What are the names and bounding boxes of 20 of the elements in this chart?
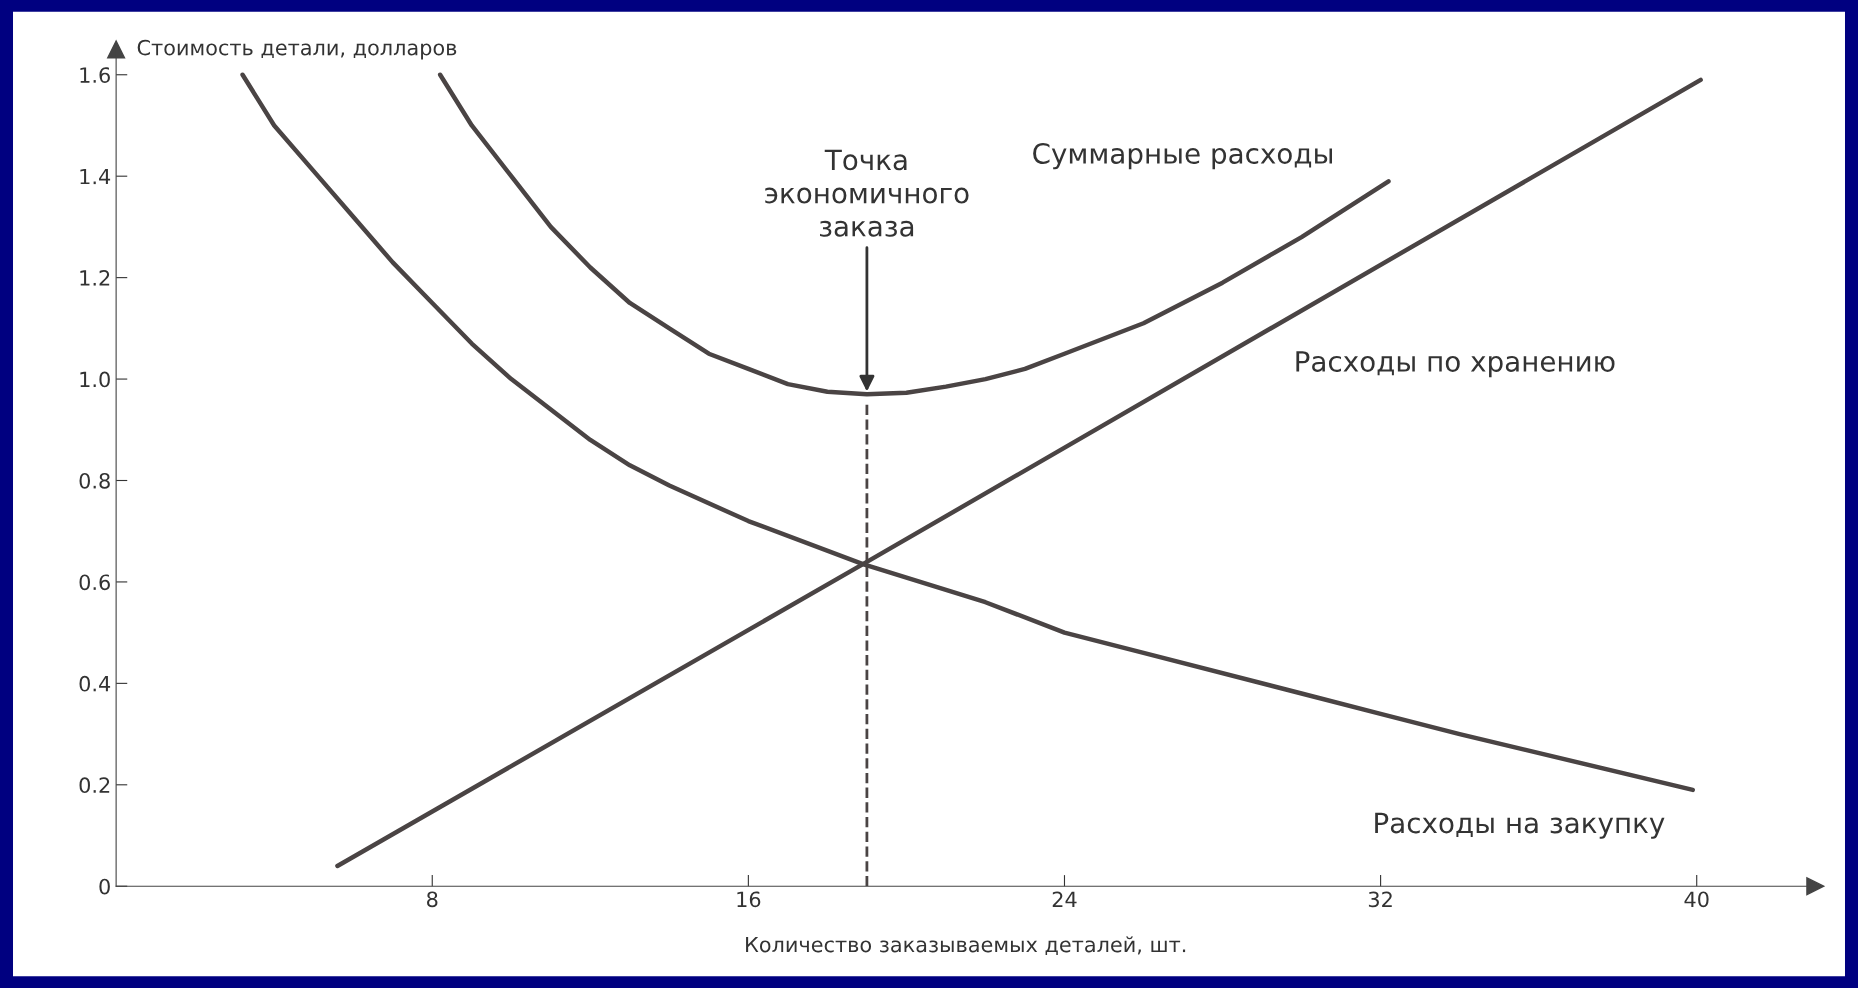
x-tick-label: 24 [1052, 891, 1077, 907]
x-tick-label: 40 [1684, 891, 1709, 908]
y-tick-label: 0.6 [79, 574, 110, 591]
y-tick-label: 0.2 [79, 777, 110, 794]
y-tick-label: 1.2 [80, 270, 110, 286]
x-tick-label: 8 [427, 891, 438, 908]
y-tick-label: 1.4 [80, 168, 111, 185]
y-tick-label: 0 [99, 878, 110, 895]
y-tick-label: 0.8 [79, 472, 110, 489]
y-axis-title: Стоимость детали, долларов [137, 39, 457, 60]
x-axis-title: Количество заказываемых деталей, шт. [746, 936, 1186, 955]
x-tick-label: 16 [737, 891, 761, 908]
annotation: Точка экономичного заказа [765, 149, 969, 237]
series-label: Расходы на закупку [1375, 812, 1665, 839]
y-tick-label: 1.6 [80, 67, 110, 83]
y-tick-label: 0.4 [79, 675, 111, 692]
series-label: Суммарные расходы [1033, 142, 1332, 170]
x-tick-label: 32 [1368, 891, 1392, 908]
series-label: Расходы по хранению [1296, 351, 1615, 378]
y-tick-label: 1.0 [80, 371, 110, 388]
